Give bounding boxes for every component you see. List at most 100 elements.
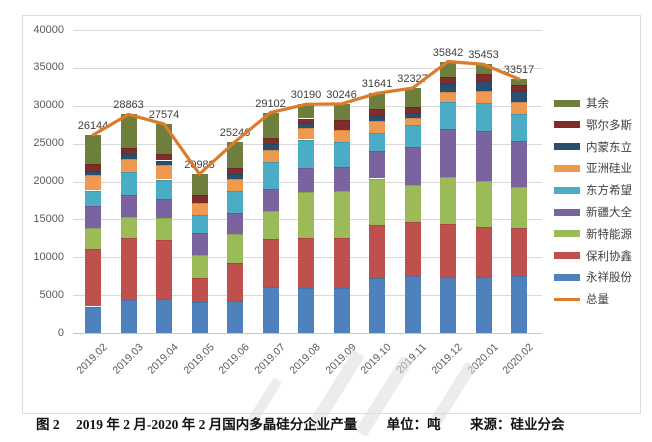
bar-segment [440, 223, 456, 277]
bar-segment [333, 191, 350, 239]
bar-segment [440, 92, 456, 103]
bar-segment [156, 240, 172, 299]
legend-label: 鄂尔多斯 [586, 119, 632, 132]
y-axis-label: 10000 [33, 250, 64, 263]
legend-item-新疆大全: 新疆大全 [554, 204, 632, 220]
gridline [73, 67, 542, 69]
y-axis-label: 20000 [33, 175, 64, 187]
legend-item-总量: 总量 [554, 291, 609, 307]
gridline [73, 333, 542, 334]
bar-segment [369, 178, 385, 226]
bar-segment [227, 179, 243, 191]
bar-segment [369, 121, 385, 133]
bar-segment [511, 140, 527, 187]
bar-segment [404, 88, 421, 107]
legend-label: 新特能源 [586, 228, 632, 241]
bar-segment [227, 234, 243, 264]
bar-segment [475, 81, 492, 92]
legend-item-永祥股份: 永祥股份 [554, 269, 632, 285]
bar-segment [511, 228, 527, 276]
bar-segment [120, 159, 137, 172]
bar-segment [333, 167, 350, 192]
legend-label: 其余 [586, 98, 609, 110]
bar-segment [369, 277, 385, 333]
bar-segment [298, 118, 314, 123]
figure-unit: 单位：吨 [386, 417, 441, 432]
bar-segment [227, 174, 243, 180]
bar-segment [120, 238, 137, 301]
legend-color-swatch [554, 186, 580, 194]
bar-segment [227, 301, 243, 333]
bar-segment [85, 164, 101, 171]
bar-segment [298, 128, 314, 140]
bar-segment [475, 102, 492, 131]
y-axis-label: 0 [57, 326, 64, 339]
bar-segment [404, 221, 421, 276]
legend-item-亚洲硅业: 亚洲硅业 [554, 160, 632, 176]
y-axis-label: 40000 [33, 23, 64, 36]
bar-segment [120, 300, 137, 333]
bar-segment [156, 218, 172, 241]
bar-segment [85, 175, 101, 191]
bar-segment [404, 185, 421, 222]
legend-item-保利协鑫: 保利协鑫 [554, 248, 632, 264]
bar-segment [227, 263, 243, 302]
legend-color-swatch [554, 99, 580, 107]
bar-segment [85, 170, 101, 176]
legend-label: 亚洲硅业 [586, 163, 632, 176]
legend-label: 总量 [586, 294, 609, 307]
bar-segment [191, 301, 208, 333]
bar-segment [262, 143, 279, 150]
bar-segment [85, 248, 101, 307]
bar-segment [120, 216, 137, 239]
bar-segment [120, 194, 137, 217]
bar-segment [333, 238, 350, 288]
bar-segment [440, 84, 456, 93]
bar-segment [511, 102, 527, 115]
legend-label: 保利协鑫 [586, 250, 632, 263]
bar-segment [191, 278, 208, 302]
legend-label: 内蒙东立 [586, 141, 632, 154]
bar-segment [440, 102, 456, 130]
legend-color-swatch [554, 164, 580, 172]
bar-total-label: 27574 [148, 109, 180, 122]
bar-segment [475, 180, 492, 227]
bar-segment [191, 232, 208, 256]
y-axis-label: 30000 [33, 99, 64, 112]
bar-segment [85, 190, 101, 206]
legend-color-swatch [554, 230, 580, 238]
bar-segment [120, 153, 137, 160]
legend-color-swatch [554, 143, 580, 151]
figure-title: 2019 年 2 月-2020 年 2 月国内多晶硅分企业产量 [76, 417, 358, 432]
bar-total-label: 25246 [219, 126, 251, 139]
bar-segment [298, 122, 314, 129]
bar-segment [191, 174, 208, 196]
bar-segment [404, 106, 421, 114]
figure-number: 图 2 [36, 417, 60, 432]
bar-segment [333, 103, 350, 120]
legend-item-其余: 其余 [554, 95, 609, 111]
bar-segment [191, 195, 208, 204]
bar-segment [85, 205, 101, 228]
legend-label: 新疆大全 [586, 207, 632, 219]
legend-item-鄂尔多斯: 鄂尔多斯 [554, 117, 632, 133]
bar-segment [404, 276, 421, 333]
figure-caption: 图 2 2019 年 2 月-2020 年 2 月国内多晶硅分企业产量 单位：吨… [36, 413, 565, 433]
bar-total-label: 33517 [503, 64, 535, 77]
bar-segment [298, 287, 314, 333]
bar-segment [298, 168, 314, 192]
bar-segment [369, 225, 385, 278]
bar-segment [156, 198, 172, 219]
bar-total-label: 32327 [397, 73, 428, 86]
bar-segment [369, 109, 385, 116]
figure-source: 来源：硅业分会 [470, 417, 565, 432]
bar-segment [227, 213, 243, 235]
bar-segment [120, 171, 137, 195]
bar-segment [404, 113, 421, 118]
legend-line-swatch [554, 297, 580, 301]
bar-segment [120, 148, 137, 154]
bar-segment [440, 276, 456, 333]
y-axis-label: 35000 [33, 61, 64, 74]
bar-segment [262, 286, 279, 333]
